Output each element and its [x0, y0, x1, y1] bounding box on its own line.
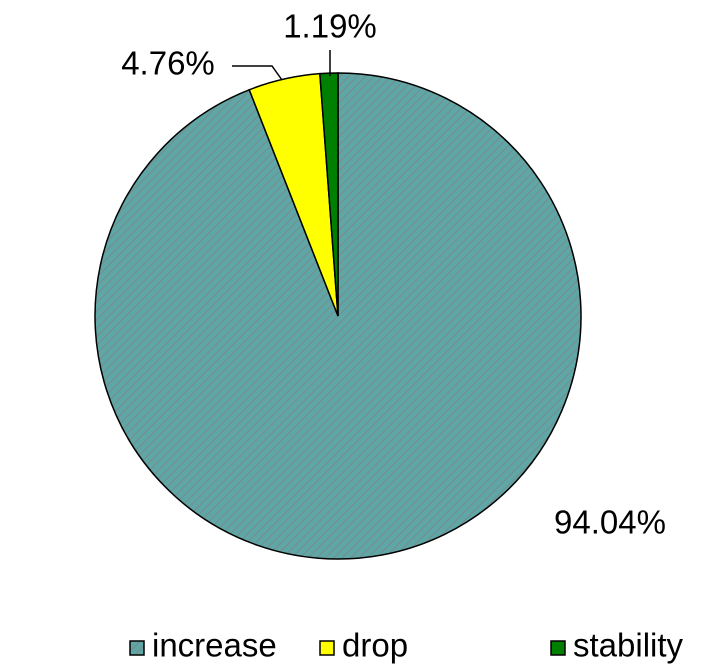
- legend-swatch: [129, 640, 145, 656]
- value-label: 94.04%: [554, 504, 666, 541]
- legend-label: drop: [342, 627, 408, 664]
- legend-swatch: [550, 640, 566, 656]
- legend-label: stability: [573, 627, 684, 664]
- leader-line: [232, 65, 283, 81]
- legend-label: increase: [152, 627, 277, 664]
- pie-slice: [319, 72, 339, 317]
- value-label: 4.76%: [121, 45, 215, 82]
- value-label: 1.19%: [283, 8, 377, 45]
- legend-swatch: [319, 640, 335, 656]
